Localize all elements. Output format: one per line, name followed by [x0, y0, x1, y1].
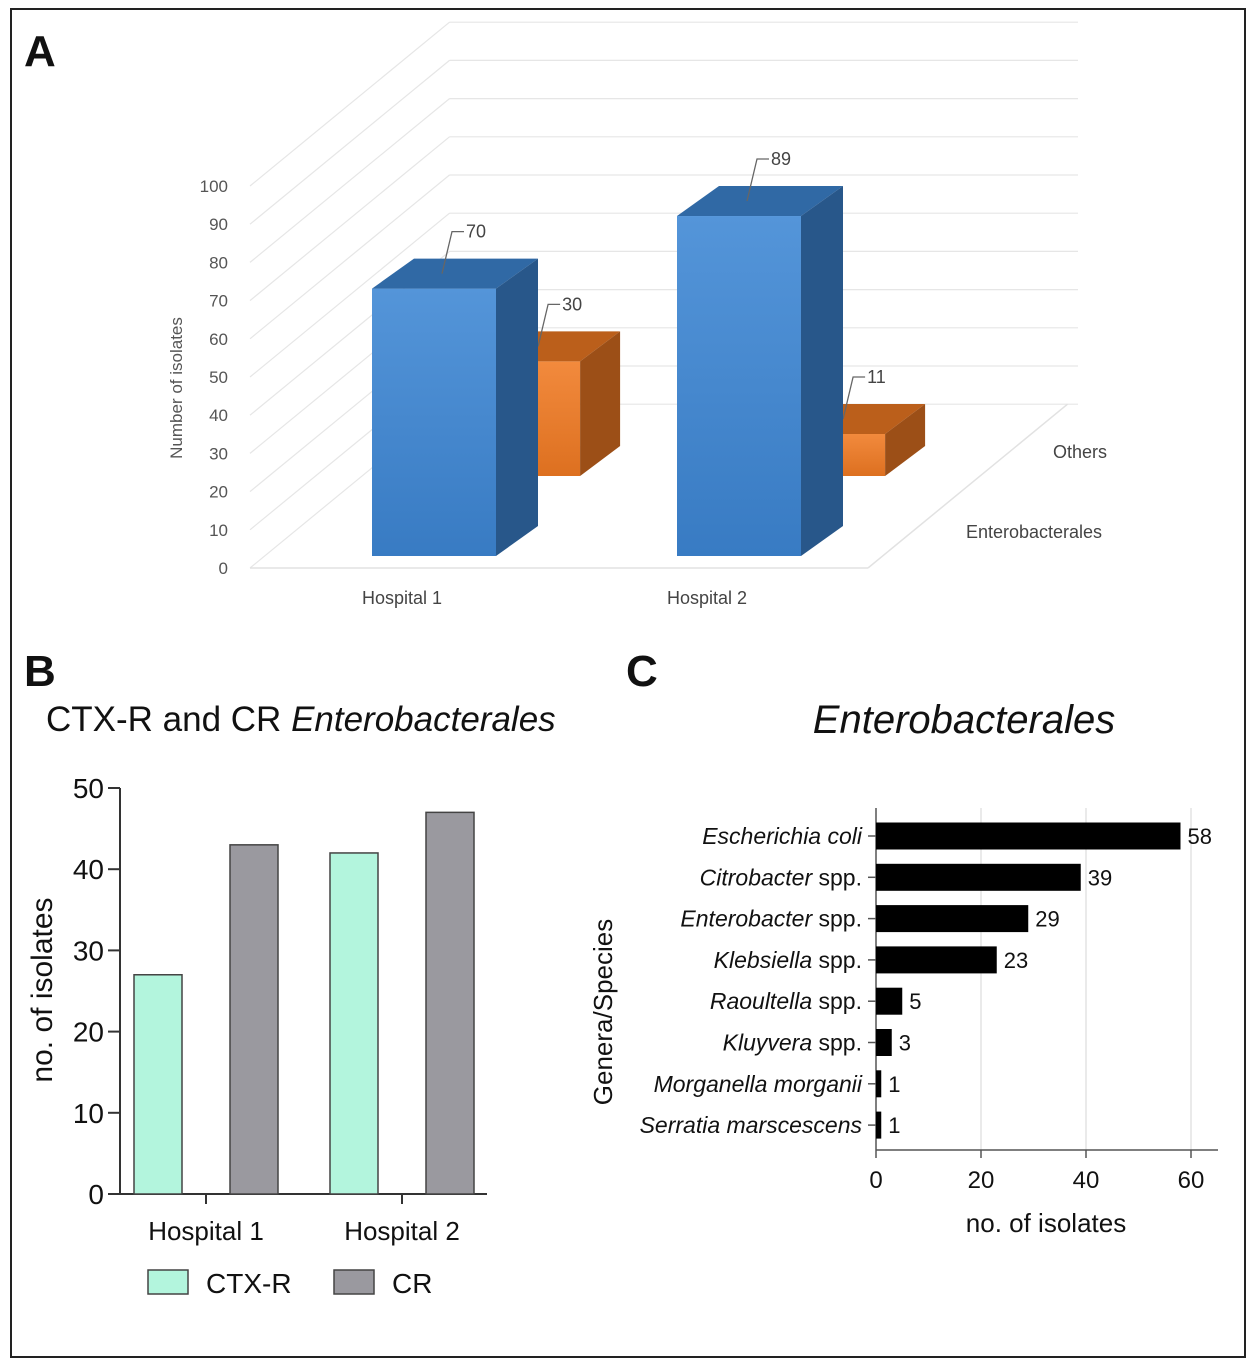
chart-c-x-tick-label: 20 — [968, 1167, 995, 1194]
chart-c-bar — [876, 946, 997, 974]
panel-a-letter: A — [24, 27, 56, 76]
chart-a-bar-front — [372, 288, 496, 556]
chart-b-bar: 0 10 20 30 40 50 no. of isolates Hospital 1 Hosp… — [26, 773, 487, 1299]
chart-a-y-tick-label: 70 — [209, 292, 228, 311]
chart-b-bar — [425, 811, 475, 1195]
panel-b: B CTX-R and CR Enterobacterales 0 10 20 30 4… — [10, 628, 586, 1358]
chart-c-hbar: 0 20 40 60 no. of isolates Genera/Species Esch… — [588, 808, 1218, 1238]
chart-b-x-tick-label: Hospital 2 — [344, 1216, 460, 1246]
chart-a-data-label: 89 — [771, 149, 791, 169]
chart-b-title: CTX-R and CR Enterobacterales — [46, 700, 556, 740]
panel-a: A 0 10 20 30 40 50 60 70 80 90 100 Number of isolat… — [10, 8, 1246, 630]
chart-c-data-label: 23 — [1004, 948, 1028, 973]
chart-b-bar — [133, 974, 183, 1195]
chart-a-y-tick-label: 90 — [209, 215, 228, 234]
chart-a-x-tick-label: Hospital 1 — [362, 588, 442, 608]
chart-c-data-label: 1 — [888, 1072, 900, 1097]
chart-c-data-label: 39 — [1088, 865, 1112, 890]
chart-a-y-label: Number of isolates — [167, 317, 186, 459]
chart-b-y-tick-label: 30 — [73, 935, 104, 966]
chart-a-y-tick-label: 10 — [209, 521, 228, 540]
chart-c-y-tick-label: Escherichia coli — [702, 823, 863, 849]
chart-c-y-tick-label: Enterobacter spp. — [680, 906, 862, 932]
chart-c-data-label: 5 — [909, 989, 921, 1014]
chart-c-data-label: 29 — [1035, 907, 1059, 932]
chart-a-bar-side — [496, 258, 538, 556]
chart-a-leader-line — [441, 230, 464, 274]
chart-a-wall-gridline — [249, 174, 450, 340]
chart-a-data-label: 70 — [466, 222, 486, 242]
chart-c-title: Enterobacterales — [812, 698, 1116, 742]
chart-c-bar — [876, 1111, 882, 1139]
chart-b-bar — [229, 844, 279, 1195]
chart-a-y-tick-label: 30 — [209, 444, 228, 463]
chart-a-wall-gridline — [249, 136, 450, 302]
chart-c-y-tick-label: Citrobacter spp. — [700, 864, 862, 890]
panel-c: C Enterobacterales 0 20 40 60 no. of isolate… — [584, 628, 1246, 1358]
chart-a-y-tick-label: 40 — [209, 406, 228, 425]
chart-c-bar — [876, 1029, 892, 1056]
chart-b-y-label: no. of isolates — [26, 897, 59, 1082]
chart-a-bar-side — [580, 331, 621, 476]
chart-c-y-tick-label: Raoultella spp. — [710, 988, 862, 1014]
chart-c-y-tick-label: Morganella morganii — [654, 1071, 863, 1097]
chart-c-data-label: 1 — [888, 1113, 900, 1138]
chart-c-bar — [876, 987, 903, 1015]
chart-c-y-label: Genera/Species — [588, 919, 618, 1105]
chart-a-y-tick-label: 80 — [209, 253, 228, 272]
chart-a-3d-bar: 0 10 20 30 40 50 60 70 80 90 100 Number of isolates… — [167, 21, 1107, 608]
chart-b-legend-swatch — [333, 1269, 375, 1295]
chart-a-y-tick-label: 20 — [209, 483, 228, 502]
chart-c-x-tick-label: 40 — [1073, 1167, 1100, 1194]
chart-b-y-tick-label: 10 — [73, 1098, 104, 1129]
chart-b-x-tick-label: Hospital 1 — [148, 1216, 264, 1246]
chart-b-y-tick-label: 50 — [73, 773, 104, 804]
chart-a-bar-side — [885, 403, 926, 476]
chart-b-y-tick-label: 20 — [73, 1017, 104, 1048]
panel-b-letter: B — [24, 647, 56, 696]
chart-c-bar — [876, 822, 1181, 850]
chart-c-bar — [876, 863, 1081, 891]
chart-a-bar-top — [677, 186, 843, 217]
chart-c-x-tick-label: 0 — [869, 1167, 882, 1194]
chart-a-y-tick-label: 60 — [209, 330, 228, 349]
chart-a-data-label: 11 — [867, 367, 886, 387]
chart-a-bar-front — [677, 216, 801, 556]
chart-a-floor-side-edge — [867, 403, 1068, 569]
chart-c-y-tick-label: Serratia marscescens — [640, 1112, 863, 1138]
chart-b-legend-swatch — [147, 1269, 189, 1295]
chart-a-leader-line — [537, 303, 561, 347]
chart-a-wall-gridline — [249, 212, 450, 378]
chart-b-legend-label: CR — [392, 1268, 432, 1299]
chart-c-data-label: 3 — [899, 1031, 911, 1056]
chart-a-wall-gridline — [249, 59, 450, 225]
chart-b-title-text: CTX-R and CR — [46, 700, 292, 739]
chart-a-bar-side — [801, 186, 843, 556]
chart-a-bar-top — [372, 258, 538, 289]
chart-a-leader-line — [746, 158, 769, 202]
chart-a-wall-gridline — [249, 21, 450, 187]
chart-a-y-tick-label: 50 — [209, 368, 228, 387]
chart-b-y-tick-label: 40 — [73, 854, 104, 885]
chart-c-y-tick-label: Kluyvera spp. — [723, 1030, 862, 1056]
chart-a-leader-line — [842, 376, 866, 420]
panel-c-letter: C — [626, 647, 658, 696]
chart-c-bar — [876, 1070, 882, 1098]
chart-c-bar — [876, 905, 1029, 933]
chart-a-y-tick-label: 100 — [200, 177, 228, 196]
chart-a-series-label: Others — [1053, 442, 1107, 462]
chart-a-series-label: Enterobacterales — [966, 522, 1102, 542]
chart-a-wall-gridline — [249, 98, 450, 263]
chart-b-y-tick-label: 0 — [88, 1179, 104, 1210]
chart-c-data-label: 58 — [1188, 824, 1212, 849]
chart-a-data-label: 30 — [562, 294, 582, 314]
chart-b-title-italic: Enterobacterales — [291, 700, 556, 739]
chart-c-x-tick-label: 60 — [1178, 1167, 1205, 1194]
chart-a-x-tick-label: Hospital 2 — [667, 588, 747, 608]
chart-b-bar — [329, 852, 379, 1195]
chart-c-y-tick-label: Klebsiella spp. — [714, 947, 862, 973]
chart-c-x-label: no. of isolates — [966, 1208, 1126, 1238]
chart-b-legend-label: CTX-R — [206, 1268, 292, 1299]
chart-a-y-tick-label: 0 — [219, 559, 228, 578]
